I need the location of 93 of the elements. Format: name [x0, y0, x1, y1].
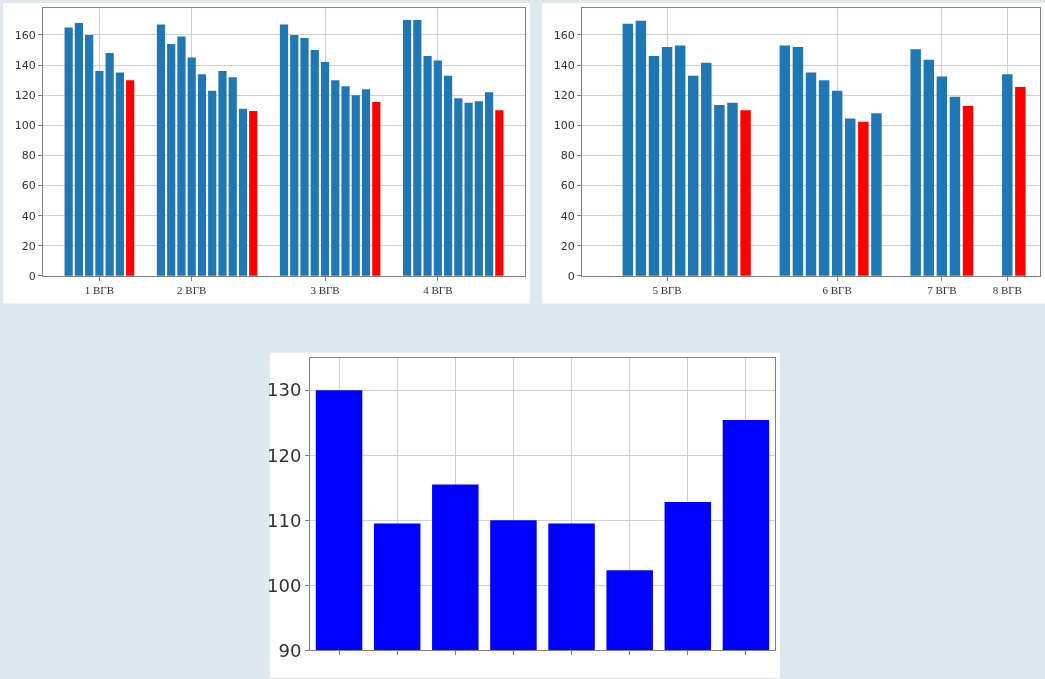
bar: [910, 49, 921, 276]
y-tick-label: 110: [267, 509, 302, 531]
bar: [433, 60, 442, 276]
y-tick-label: 60: [21, 179, 36, 193]
y-tick-label: 80: [21, 149, 36, 163]
bar: [818, 80, 830, 276]
bar: [361, 89, 371, 276]
y-tick-label: 120: [14, 89, 36, 103]
bar: [674, 45, 686, 276]
x-tick-label: 3 ВГВ: [310, 284, 340, 297]
bar: [423, 56, 432, 276]
y-tick-label: 90: [278, 639, 302, 661]
y-tick-label: 100: [267, 574, 302, 596]
bar: [300, 37, 309, 276]
bar: [622, 23, 634, 276]
bar: [464, 102, 473, 276]
bar: [871, 113, 882, 276]
y-tick-label: 0: [28, 269, 36, 283]
x-tick-label: 1 ВГВ: [84, 284, 115, 297]
y-tick-label: 140: [14, 58, 36, 72]
bar: [95, 71, 104, 276]
bar: [197, 74, 207, 276]
y-tick-label: 20: [21, 239, 36, 253]
bar: [858, 121, 869, 276]
bar: [831, 90, 843, 276]
bar: [1002, 74, 1013, 276]
bar: [1015, 87, 1026, 276]
bar: [85, 34, 94, 276]
x-tick-label: 7 ВГВ: [927, 284, 957, 297]
bar: [687, 75, 699, 276]
bar: [126, 80, 135, 276]
y-tick-label: 60: [560, 179, 575, 193]
x-tick-label: 6 ВГВ: [822, 284, 852, 297]
bar: [64, 27, 73, 276]
bar: [727, 102, 738, 276]
y-tick-label: 0: [567, 269, 575, 283]
bar: [115, 72, 125, 276]
bar: [320, 62, 330, 276]
bar: [331, 80, 340, 276]
y-tick-label: 160: [553, 28, 575, 42]
y-tick-label: 120: [267, 444, 302, 466]
bar: [485, 92, 494, 276]
bar: [661, 47, 673, 276]
bar: [443, 75, 453, 276]
bar: [167, 44, 176, 276]
bar: [187, 57, 196, 276]
bar: [290, 34, 299, 276]
x-tick-label: 4 ВГВ: [423, 284, 453, 297]
bar: [635, 20, 647, 276]
y-tick-label: 80: [560, 149, 575, 163]
y-tick-label: 100: [14, 119, 36, 133]
bar: [177, 36, 186, 276]
y-tick-label: 160: [14, 28, 36, 42]
x-tick-label: 8 ВГВ: [992, 284, 1022, 297]
bar: [351, 95, 360, 276]
bar: [474, 101, 483, 276]
bar: [156, 24, 166, 276]
bar: [740, 110, 751, 276]
bar: [105, 53, 114, 276]
bar: [845, 118, 856, 276]
y-tick-label: 100: [553, 119, 575, 133]
bar: [279, 24, 289, 276]
y-tick-label: 40: [21, 209, 36, 223]
bar: [341, 86, 350, 276]
bar: [454, 98, 463, 276]
y-tick-label: 40: [560, 209, 575, 223]
bar: [923, 59, 935, 276]
bar: [74, 22, 83, 276]
bar: [310, 50, 319, 276]
bar: [228, 77, 237, 276]
bar: [495, 110, 504, 276]
y-tick-label: 130: [267, 379, 302, 401]
bar: [648, 56, 660, 276]
y-tick-label: 20: [560, 239, 575, 253]
y-tick-label: 140: [553, 58, 575, 72]
bar: [372, 101, 381, 276]
bar: [792, 47, 804, 276]
bar: [238, 108, 248, 276]
bar: [714, 104, 725, 276]
bar: [779, 45, 791, 276]
bar: [962, 106, 974, 276]
bar: [949, 96, 961, 276]
y-tick-label: 120: [553, 89, 575, 103]
bar: [701, 62, 712, 276]
x-tick-label: 2 ВГВ: [177, 284, 207, 297]
bar: [208, 90, 217, 276]
bar: [218, 71, 227, 276]
bar: [413, 19, 422, 276]
x-tick-label: 5 ВГВ: [652, 284, 682, 297]
bar: [805, 72, 817, 276]
bar: [402, 19, 412, 276]
bar: [936, 76, 948, 276]
bar: [249, 111, 258, 276]
